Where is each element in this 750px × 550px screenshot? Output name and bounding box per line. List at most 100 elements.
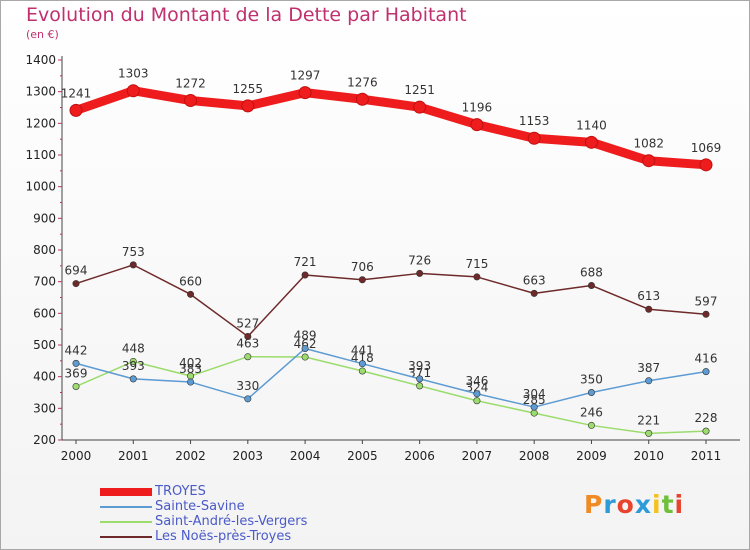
legend-label: TROYES: [155, 484, 206, 499]
series-line-2: [75, 355, 707, 435]
legend-swatch: [100, 488, 152, 496]
data-label: 660: [179, 274, 202, 288]
data-label: 369: [65, 366, 88, 380]
data-label: 753: [122, 245, 145, 259]
chart-title: Evolution du Montant de la Dette par Hab…: [26, 4, 467, 26]
y-tick-label: 1000: [25, 180, 56, 194]
legend-swatch: [100, 521, 152, 523]
logo-letter: i: [652, 490, 662, 519]
data-label: 688: [580, 265, 603, 279]
data-label: 463: [236, 337, 259, 351]
logo-letter: P: [584, 490, 604, 519]
data-label: 1153: [519, 114, 550, 128]
y-tick-label: 1300: [25, 85, 56, 99]
data-point: [416, 382, 424, 390]
legend-item: Sainte-Savine: [100, 499, 420, 515]
data-point: [530, 403, 538, 411]
data-label: 228: [695, 411, 718, 425]
data-point: [129, 261, 137, 269]
data-label: 324: [465, 381, 488, 395]
logo-letter: i: [674, 490, 685, 519]
data-label: 383: [179, 362, 202, 376]
series-line-0: [71, 86, 711, 170]
data-label: 402: [179, 356, 202, 370]
data-point: [702, 310, 710, 318]
y-tick-label: 1400: [25, 53, 56, 67]
y-tick-label: 900: [33, 211, 56, 225]
x-tick-label: 2010: [633, 449, 664, 463]
data-label: 1303: [118, 67, 149, 81]
data-label: 346: [465, 374, 488, 388]
data-point: [699, 158, 713, 172]
logo-letter: t: [661, 490, 675, 519]
data-label: 694: [65, 264, 88, 278]
data-point: [587, 281, 595, 289]
data-point: [416, 269, 424, 277]
data-label: 442: [65, 343, 88, 357]
data-point: [72, 382, 80, 390]
data-label: 387: [637, 361, 660, 375]
data-label: 285: [523, 393, 546, 407]
y-tick-label: 600: [33, 306, 56, 320]
x-tick-label: 2005: [347, 449, 378, 463]
data-label: 350: [580, 373, 603, 387]
data-point: [358, 367, 366, 375]
data-label: 393: [122, 359, 145, 373]
y-tick-label: 800: [33, 243, 56, 257]
logo-letter: r: [603, 490, 617, 519]
legend: TROYES Sainte-Savine Saint-André-les-Verge…: [100, 484, 420, 545]
data-point: [530, 409, 538, 417]
data-label: 726: [408, 253, 431, 267]
data-point: [244, 332, 252, 340]
y-tick-label: 400: [33, 370, 56, 384]
data-label: 1251: [404, 83, 435, 97]
data-point: [358, 360, 366, 368]
x-tick-label: 2009: [576, 449, 607, 463]
y-tick-label: 300: [33, 401, 56, 415]
data-point: [587, 388, 595, 396]
data-label: 706: [351, 260, 374, 274]
y-tick-label: 1200: [25, 116, 56, 130]
data-label: 304: [523, 387, 546, 401]
x-tick-label: 2007: [462, 449, 493, 463]
data-point: [473, 390, 481, 398]
data-point: [358, 276, 366, 284]
data-point: [413, 100, 427, 114]
data-label: 1255: [233, 82, 264, 96]
legend-label: Les Noës-près-Troyes: [155, 529, 292, 544]
logo-letter: x: [634, 490, 652, 519]
data-point: [645, 305, 653, 313]
data-label: 715: [465, 257, 488, 271]
data-point: [69, 103, 83, 117]
data-label: 1297: [290, 69, 321, 83]
data-point: [298, 86, 312, 100]
legend-swatch: [100, 536, 152, 538]
data-label: 1196: [462, 101, 493, 115]
legend-item: TROYES: [100, 484, 420, 500]
y-tick-label: 700: [33, 275, 56, 289]
data-label: 663: [523, 273, 546, 287]
x-tick-label: 2008: [519, 449, 550, 463]
data-label: 441: [351, 344, 374, 358]
data-point: [642, 154, 656, 168]
data-label: 462: [294, 337, 317, 351]
data-label: 1276: [347, 75, 378, 89]
legend-swatch: [100, 506, 152, 508]
data-label: 246: [580, 405, 603, 419]
data-point: [187, 290, 195, 298]
series-line-3: [75, 264, 707, 338]
data-point: [645, 429, 653, 437]
data-point: [72, 280, 80, 288]
data-point: [584, 135, 598, 149]
x-tick-label: 2001: [118, 449, 149, 463]
data-label: 330: [236, 379, 259, 393]
data-label: 221: [637, 413, 660, 427]
x-tick-label: 2002: [175, 449, 206, 463]
data-point: [645, 377, 653, 385]
x-tick-label: 2003: [233, 449, 264, 463]
data-point: [72, 359, 80, 367]
data-point: [184, 94, 198, 108]
data-point: [126, 84, 140, 98]
line-chart: 200 300 400 500 600 700 800 900 1000 1100 1200 1300…: [25, 53, 740, 463]
data-point: [530, 289, 538, 297]
